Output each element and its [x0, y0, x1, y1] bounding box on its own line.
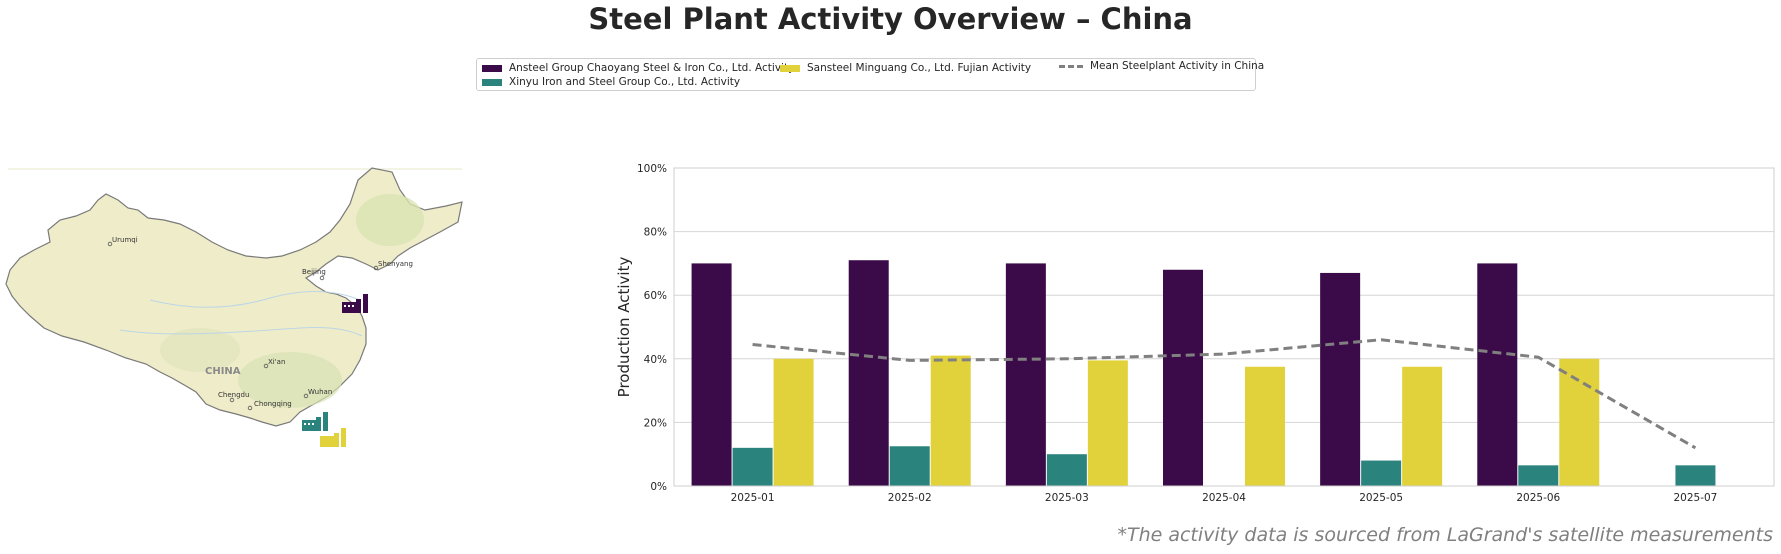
legend-swatch-xinyu: [482, 78, 502, 86]
bars-layer: [691, 260, 1716, 486]
city-label-chengdu: Chengdu: [218, 391, 249, 399]
bar: [773, 358, 814, 486]
bar: [1320, 272, 1361, 486]
china-map-svg: Urumqi Beijing Shenyang Xi'an Chengdu Ch…: [5, 167, 463, 447]
x-tick-label: 2025-04: [1202, 492, 1246, 504]
city-dot-chengdu: [229, 397, 235, 403]
legend-label-sansteel: Sansteel Minguang Co., Ltd. Fujian Activ…: [807, 62, 1032, 74]
bar: [1163, 269, 1203, 486]
x-tick-label: 2025-06: [1516, 492, 1560, 504]
bar: [1245, 366, 1285, 486]
river-line: [149, 291, 361, 308]
bar: [1005, 263, 1046, 486]
city-label-wuhan: Wuhan: [308, 388, 332, 396]
x-tick-label: 2025-07: [1673, 492, 1717, 504]
x-tick-label: 2025-03: [1045, 492, 1089, 504]
legend-item-xinyu: Xinyu Iron and Steel Group Co., Ltd. Act…: [482, 76, 740, 88]
city-dot-urumqi: [107, 241, 113, 247]
legend-item-mean: Mean Steelplant Activity in China: [1059, 60, 1264, 72]
legend-label-xinyu: Xinyu Iron and Steel Group Co., Ltd. Act…: [509, 76, 741, 88]
plot-frame: [673, 167, 1775, 487]
mean-line-layer: [752, 338, 1697, 450]
bar: [732, 447, 773, 486]
river-line-2: [119, 327, 363, 337]
factory-icon: [320, 428, 346, 447]
x-tick-label: 2025-02: [888, 492, 932, 504]
bar: [930, 355, 971, 486]
bar: [1361, 460, 1402, 486]
y-tick-label: 20%: [644, 417, 667, 429]
city-label-beijing: Beijing: [302, 268, 326, 276]
bar: [1046, 454, 1087, 486]
x-tick-label: 2025-05: [1359, 492, 1403, 504]
bar: [889, 446, 930, 486]
page-title: Steel Plant Activity Overview – China: [588, 2, 1193, 36]
y-tick-label: 0%: [650, 481, 667, 493]
factory-icon: [302, 412, 328, 431]
bar: [1559, 358, 1600, 486]
bar: [1402, 366, 1443, 486]
city-dot-beijing: [319, 275, 325, 281]
y-tick-label: 100%: [637, 163, 667, 175]
y-axis-label: Production Activity: [615, 257, 633, 398]
mean-activity-line: [752, 338, 1697, 450]
legend-label-ansteel: Ansteel Group Chaoyang Steel & Iron Co.,…: [509, 62, 795, 74]
map-relief-northeast: [356, 194, 424, 246]
city-label-chongqing: Chongqing: [254, 400, 292, 408]
x-tick-label: 2025-01: [731, 492, 775, 504]
legend-swatch-ansteel: [482, 64, 502, 72]
bar: [691, 263, 732, 486]
y-tick-label: 80%: [644, 227, 667, 239]
bar: [1087, 360, 1128, 486]
city-dot-shenyang: [373, 265, 379, 271]
legend-dash-mean: [1059, 64, 1083, 68]
china-outline: [5, 167, 463, 427]
bar: [1675, 465, 1716, 486]
bar: [848, 260, 889, 486]
axis-layer: 0% 20% 40% 60% 80% 100% 2025-01 2025-02 2025-03 2…: [637, 163, 1775, 504]
city-label-urumqi: Urumqi: [112, 236, 138, 244]
legend-item-ansteel: Ansteel Group Chaoyang Steel & Iron Co.,…: [482, 62, 794, 74]
chart-legend: Ansteel Group Chaoyang Steel & Iron Co.,…: [476, 58, 1264, 91]
footnote: *The activity data is sourced from LaGra…: [1117, 524, 1773, 546]
china-map: Urumqi Beijing Shenyang Xi'an Chengdu Ch…: [0, 160, 470, 490]
city-dot-chongqing: [247, 405, 253, 411]
factory-icon: [342, 294, 368, 313]
bar: [1518, 465, 1559, 486]
y-tick-label: 60%: [644, 290, 667, 302]
city-label-shenyang: Shenyang: [378, 260, 413, 268]
city-dot-wuhan: [303, 393, 309, 399]
city-dot-xian: [263, 363, 269, 369]
map-relief-southwest: [160, 328, 240, 372]
legend-item-sansteel: Sansteel Minguang Co., Ltd. Fujian Activ…: [780, 62, 1031, 74]
y-tick-label: 40%: [644, 354, 667, 366]
legend-swatch-sansteel: [780, 64, 800, 72]
legend-label-mean: Mean Steelplant Activity in China: [1090, 60, 1265, 72]
bar: [1477, 263, 1518, 486]
city-label-xian: Xi'an: [268, 358, 285, 366]
activity-bar-chart: 0% 20% 40% 60% 80% 100% 2025-01 2025-02 2025-03 2…: [615, 163, 1775, 504]
map-country-label: CHINA: [205, 366, 241, 377]
grid-layer: [674, 167, 1774, 487]
